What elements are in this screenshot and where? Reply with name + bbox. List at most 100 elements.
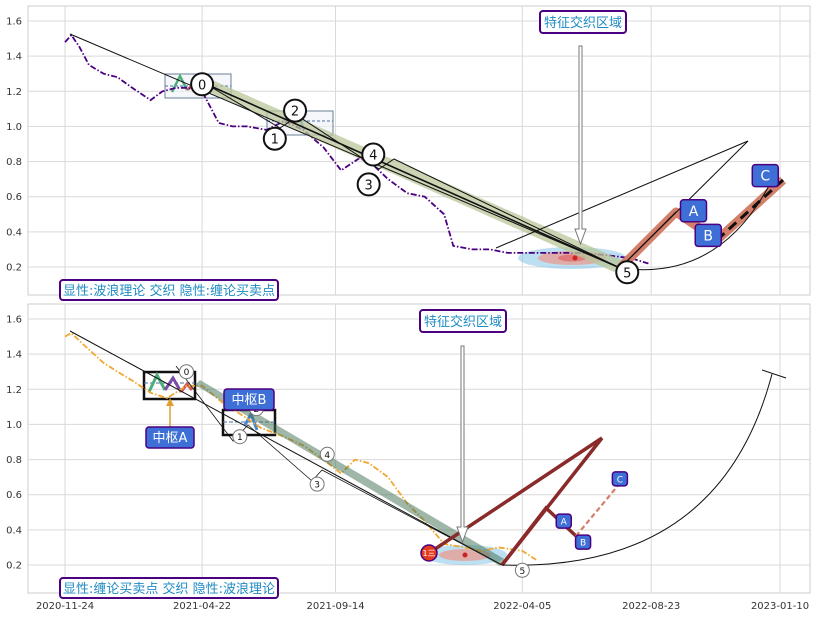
top-ext-arc <box>619 179 773 271</box>
wave-label-0: 0 <box>184 368 190 378</box>
bottom-ext-arc <box>501 373 773 566</box>
x-tick-label: 2020-11-24 <box>36 601 94 612</box>
bottom-pivot-a-zigzag-red <box>179 381 194 393</box>
x-tick-label: 2022-04-05 <box>493 601 551 612</box>
bottom-price-line <box>64 331 537 561</box>
abc-point-A <box>555 513 573 529</box>
y-tick-label: 0.8 <box>6 157 22 168</box>
wave-point-5 <box>514 562 530 578</box>
top-legend: 显性:波浪理论 交织 隐性:缠论买卖点 <box>59 279 279 301</box>
x-tick-label: 2022-08-23 <box>622 601 680 612</box>
y-tick-label: 0.4 <box>6 525 22 536</box>
bottom-buy-point: 1三 <box>420 544 438 562</box>
bottom-ext-cap <box>761 369 787 379</box>
top-region-arrow <box>574 45 587 246</box>
top-trend-line-impulse <box>205 83 621 269</box>
top-wave-path <box>205 83 621 269</box>
bottom-region-arrow <box>456 345 469 544</box>
abc-point-C <box>611 471 629 487</box>
y-tick-label: 0.6 <box>6 490 22 501</box>
abc-label-C: C <box>760 169 770 185</box>
wave-label-4: 4 <box>324 451 330 461</box>
wave-point-0 <box>178 364 194 380</box>
wave-point-5 <box>615 260 640 285</box>
top-y-ticks: 0.2 0.4 0.6 0.8 1.0 1.2 1.4 1.6 <box>6 17 22 274</box>
bottom-pivot-b-label-text: 中枢B <box>232 393 267 408</box>
y-tick-label: 0.8 <box>6 455 22 466</box>
bottom-abc-band-1 <box>428 436 603 555</box>
top-region-center-dot <box>572 255 578 261</box>
y-tick-label: 1.2 <box>6 87 22 98</box>
abc-label-B: B <box>580 539 586 549</box>
top-region-label-text: 特征交织区域 <box>544 15 622 31</box>
y-tick-label: 1.4 <box>6 52 22 63</box>
y-tick-label: 1.0 <box>6 122 22 133</box>
y-tick-label: 1.4 <box>6 350 22 361</box>
x-tick-labels: 2020-11-24 2021-04-22 2021-09-14 2022-04-05… <box>36 601 809 612</box>
y-tick-label: 0.4 <box>6 227 22 238</box>
bottom-price-layer <box>64 331 537 561</box>
bottom-region-center-dot <box>462 552 468 558</box>
bottom-abc-labels: A B C <box>555 471 629 550</box>
top-price-line <box>64 33 649 265</box>
top-ext-line-2 <box>495 140 749 249</box>
y-tick-label: 1.2 <box>6 385 22 396</box>
abc-point-B <box>694 223 722 248</box>
wave-label-5: 5 <box>623 266 631 281</box>
wave-label-3: 3 <box>365 178 373 193</box>
y-tick-label: 0.6 <box>6 192 22 203</box>
y-tick-label: 1.6 <box>6 17 22 28</box>
bottom-legend: 显性:缠论买卖点 交织 隐性:波浪理论 <box>59 577 279 599</box>
bottom-pivot-a-label: 中枢A <box>145 398 195 449</box>
wave-label-1: 1 <box>237 433 243 443</box>
wave-label-2: 2 <box>291 105 299 120</box>
bottom-pivot-b-label: 中枢B <box>223 388 275 411</box>
wave-label-0: 0 <box>198 78 206 93</box>
bottom-legend-text: 显性:缠论买卖点 交织 隐性:波浪理论 <box>63 581 275 597</box>
wave-label-3: 3 <box>314 481 320 491</box>
y-tick-label: 0.2 <box>6 263 22 274</box>
wave-point-2 <box>283 98 308 123</box>
y-tick-label: 0.2 <box>6 561 22 572</box>
bottom-channel-band <box>195 380 506 566</box>
wave-point-1 <box>262 126 287 151</box>
abc-point-B <box>574 534 592 550</box>
wave-point-3 <box>309 476 325 492</box>
y-tick-label: 1.6 <box>6 315 22 326</box>
abc-label-A: A <box>561 518 568 528</box>
wave-label-5: 5 <box>519 567 525 577</box>
abc-label-A: A <box>689 204 699 220</box>
wave-label-1: 1 <box>271 133 279 148</box>
top-trend-line-main <box>69 33 621 269</box>
bottom-buy-point-label: 1三 <box>422 549 435 558</box>
bottom-region-label-text: 特征交织区域 <box>424 314 502 330</box>
wave-point-1 <box>232 429 248 445</box>
top-price-layer <box>64 33 649 265</box>
bottom-pivot-a-zigzag-green <box>147 371 167 393</box>
top-plot-frame <box>27 5 811 296</box>
top-wave-labels: 0 12 3 4 5 <box>190 72 640 285</box>
wave-point-3 <box>356 172 381 197</box>
bottom-wave-path <box>175 365 503 566</box>
abc-label-C: C <box>617 475 623 485</box>
top-region-label: 特征交织区域 <box>539 10 627 34</box>
y-tick-label: 1.0 <box>6 420 22 431</box>
bottom-region-label: 特征交织区域 <box>419 309 507 333</box>
x-tick-label: 2021-09-14 <box>306 601 364 612</box>
bottom-grid <box>28 304 810 593</box>
top-pivot-a-zigzag-green <box>170 73 189 93</box>
abc-point-A <box>679 199 708 223</box>
top-panel: 0.2 0.4 0.6 0.8 1.0 1.2 1.4 1.6 0 12 3 4 5 AB C <box>6 5 811 301</box>
bottom-plot-frame <box>27 303 811 594</box>
bottom-pivot-a-zigzag-purple <box>163 375 183 393</box>
top-legend-text: 显性:波浪理论 交织 隐性:缠论买卖点 <box>63 283 275 299</box>
top-abc-labels: AB C <box>679 163 780 248</box>
abc-point-C <box>751 163 780 188</box>
abc-label-B: B <box>703 228 713 244</box>
wave-point-4 <box>361 142 386 167</box>
wave-label-4: 4 <box>369 149 377 164</box>
bottom-pivot-a-label-text: 中枢A <box>153 431 188 446</box>
wave-point-0 <box>190 72 215 97</box>
